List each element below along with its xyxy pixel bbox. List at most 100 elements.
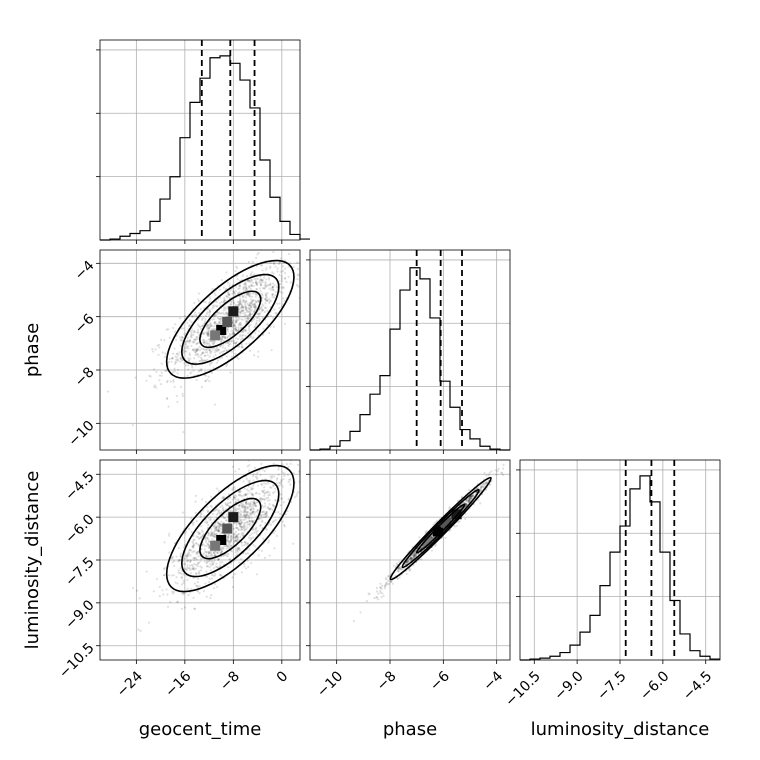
sample-point <box>212 535 215 538</box>
sample-point <box>411 553 414 557</box>
sample-point <box>510 454 512 456</box>
sample-point <box>262 304 265 307</box>
sample-point <box>412 564 415 567</box>
sample-point <box>217 489 221 492</box>
sample-point <box>184 554 188 557</box>
sample-point <box>272 504 275 507</box>
sample-point <box>210 573 214 577</box>
sample-point <box>217 558 220 561</box>
sample-point <box>476 498 480 501</box>
sample-point <box>245 299 248 302</box>
sample-point <box>188 341 191 344</box>
sample-point <box>234 327 237 330</box>
sample-point <box>264 281 267 284</box>
sample-point <box>209 363 212 366</box>
sample-point <box>210 534 213 537</box>
sample-point <box>185 557 188 560</box>
sample-point <box>181 592 184 595</box>
sample-point <box>242 514 245 517</box>
sample-point <box>244 282 247 285</box>
sample-point <box>379 586 382 589</box>
sample-point <box>241 534 245 538</box>
sample-point <box>212 342 215 345</box>
x-tick-label: −8 <box>374 668 400 694</box>
sample-point <box>246 506 249 509</box>
sample-point <box>247 517 251 520</box>
sample-point <box>386 583 389 586</box>
sample-point <box>215 300 218 303</box>
sample-point <box>213 527 216 531</box>
sample-point <box>373 596 376 600</box>
sample-point <box>201 530 204 534</box>
sample-point <box>429 536 433 539</box>
sample-point <box>240 294 243 297</box>
sample-point <box>408 557 412 560</box>
sample-point <box>250 488 253 491</box>
sample-point <box>254 504 257 508</box>
sample-point <box>470 496 473 499</box>
sample-point <box>251 278 254 282</box>
sample-point <box>220 550 223 554</box>
sample-point <box>246 292 250 295</box>
sample-point <box>207 332 211 335</box>
sample-point <box>292 472 295 475</box>
sample-point <box>186 552 189 555</box>
sample-point <box>196 331 199 334</box>
sample-point <box>215 533 218 536</box>
sample-point <box>384 582 388 585</box>
sample-point <box>243 294 246 297</box>
sample-point <box>197 577 200 581</box>
histogram-geocent_time <box>100 55 310 241</box>
sample-point <box>224 503 228 506</box>
sample-point <box>289 462 292 465</box>
sample-point <box>162 568 166 571</box>
sample-point <box>229 509 232 512</box>
sample-point <box>236 278 239 281</box>
sample-point <box>246 314 249 317</box>
sample-point <box>313 455 315 457</box>
sample-point <box>217 557 220 561</box>
sample-point <box>241 334 244 337</box>
sample-point <box>232 319 235 322</box>
sample-point <box>237 493 241 496</box>
sample-point <box>243 518 246 521</box>
sample-point <box>247 536 250 539</box>
sample-point <box>273 547 276 550</box>
sample-point <box>252 479 255 482</box>
sample-point <box>272 262 276 265</box>
sample-point <box>318 263 320 265</box>
sample-point <box>191 361 194 364</box>
sample-point <box>155 370 158 374</box>
sample-point <box>134 376 137 379</box>
sample-point <box>240 306 243 309</box>
sample-point <box>259 523 262 527</box>
sample-point <box>208 308 211 312</box>
sample-point <box>205 551 208 554</box>
sample-point <box>204 554 207 557</box>
sample-point <box>217 510 220 513</box>
sample-point <box>274 290 277 294</box>
sample-point <box>199 515 202 518</box>
sample-point <box>207 546 210 549</box>
sample-point <box>240 304 243 307</box>
x-tick-label: −6 <box>427 668 453 694</box>
pair-frame <box>309 459 511 661</box>
sample-point <box>227 510 230 513</box>
sample-point <box>234 342 238 345</box>
sample-point <box>296 463 300 466</box>
sample-point <box>165 381 169 384</box>
sample-point <box>398 576 401 579</box>
sample-point <box>188 548 191 551</box>
sample-point <box>229 300 232 303</box>
sample-point <box>218 320 221 324</box>
sample-point <box>251 512 254 515</box>
sample-point <box>212 551 215 555</box>
sample-point <box>160 371 163 374</box>
sample-point <box>233 508 236 511</box>
sample-point <box>225 544 228 547</box>
sample-point <box>197 550 200 553</box>
sample-point <box>242 534 245 537</box>
sample-point <box>261 513 264 516</box>
sample-point <box>253 303 256 306</box>
sample-point <box>242 306 245 309</box>
